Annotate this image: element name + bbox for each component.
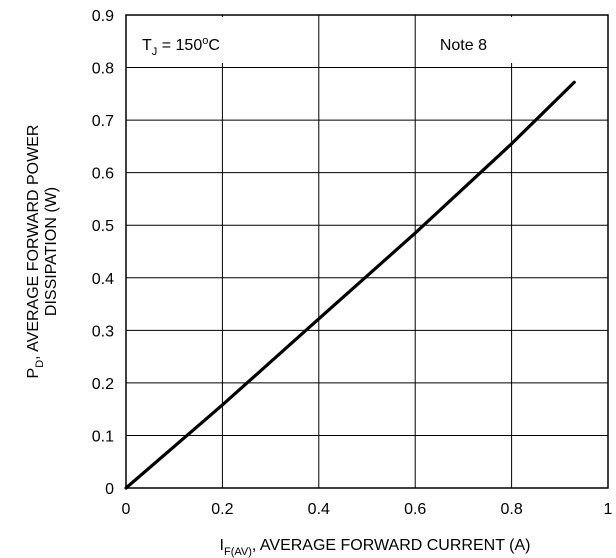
y-tick-label-0: 0 <box>105 481 114 498</box>
x-tick-label-3: 0.6 <box>404 501 426 518</box>
y-tick-label-4: 0.4 <box>92 271 114 288</box>
y-axis-label-text: , AVERAGE FORWARD POWER <box>25 125 42 360</box>
x-axis-label-text: , AVERAGE FORWARD CURRENT (A) <box>252 537 531 554</box>
junction-temperature-annotation: TJ = 150oC <box>142 35 220 58</box>
x-tick-label-4: 0.8 <box>500 501 522 518</box>
y-tick-label-1: 0.1 <box>92 428 114 445</box>
y-tick-label-9: 0.9 <box>92 8 114 25</box>
y-axis-label-line1: PD, AVERAGE FORWARD POWER <box>25 125 46 379</box>
x-tick-label-1: 0.2 <box>211 501 233 518</box>
y-tick-label-6: 0.6 <box>92 166 114 183</box>
x-axis-label-subscript: F(AV) <box>224 546 252 558</box>
anno-tj-value: = 150 <box>157 37 202 54</box>
annotation-boxes <box>128 17 526 63</box>
y-tick-label-5: 0.5 <box>92 218 114 235</box>
y-tick-label-7: 0.7 <box>92 113 114 130</box>
grid-lines <box>125 14 609 489</box>
y-axis-label-subscript: D <box>34 360 46 368</box>
note-annotation: Note 8 <box>440 37 487 54</box>
y-tick-label-8: 0.8 <box>92 61 114 78</box>
x-tick-label-2: 0.4 <box>308 501 330 518</box>
y-axis-label: PD, AVERAGE FORWARD POWER DISSIPATION (W… <box>25 125 60 379</box>
anno-tj-degree: o <box>202 35 208 47</box>
anno-tj-subscript: J <box>152 46 158 58</box>
x-axis-label-symbol: I <box>220 537 224 554</box>
anno-tj-box <box>128 17 248 63</box>
series-layer <box>124 80 576 490</box>
y-tick-label-3: 0.3 <box>92 323 114 340</box>
x-axis-label: IF(AV), AVERAGE FORWARD CURRENT (A) <box>220 537 531 558</box>
plot-frame <box>125 14 609 489</box>
anno-note-box <box>429 17 526 63</box>
anno-tj-unit: C <box>208 37 220 54</box>
tick-labels: 0 0.2 0.4 0.6 0.8 1 0 0.1 0.2 0.3 0.4 0.5 0.6 0.7 0.8 0… <box>92 8 613 518</box>
anno-tj-symbol: T <box>142 37 152 54</box>
y-axis-label-line2: DISSIPATION (W) <box>43 187 60 316</box>
x-tick-label-0: 0 <box>122 501 131 518</box>
series-line-0 <box>124 80 576 490</box>
y-tick-label-2: 0.2 <box>92 376 114 393</box>
x-tick-label-5: 1 <box>604 501 613 518</box>
y-axis-label-symbol: P <box>25 368 42 379</box>
